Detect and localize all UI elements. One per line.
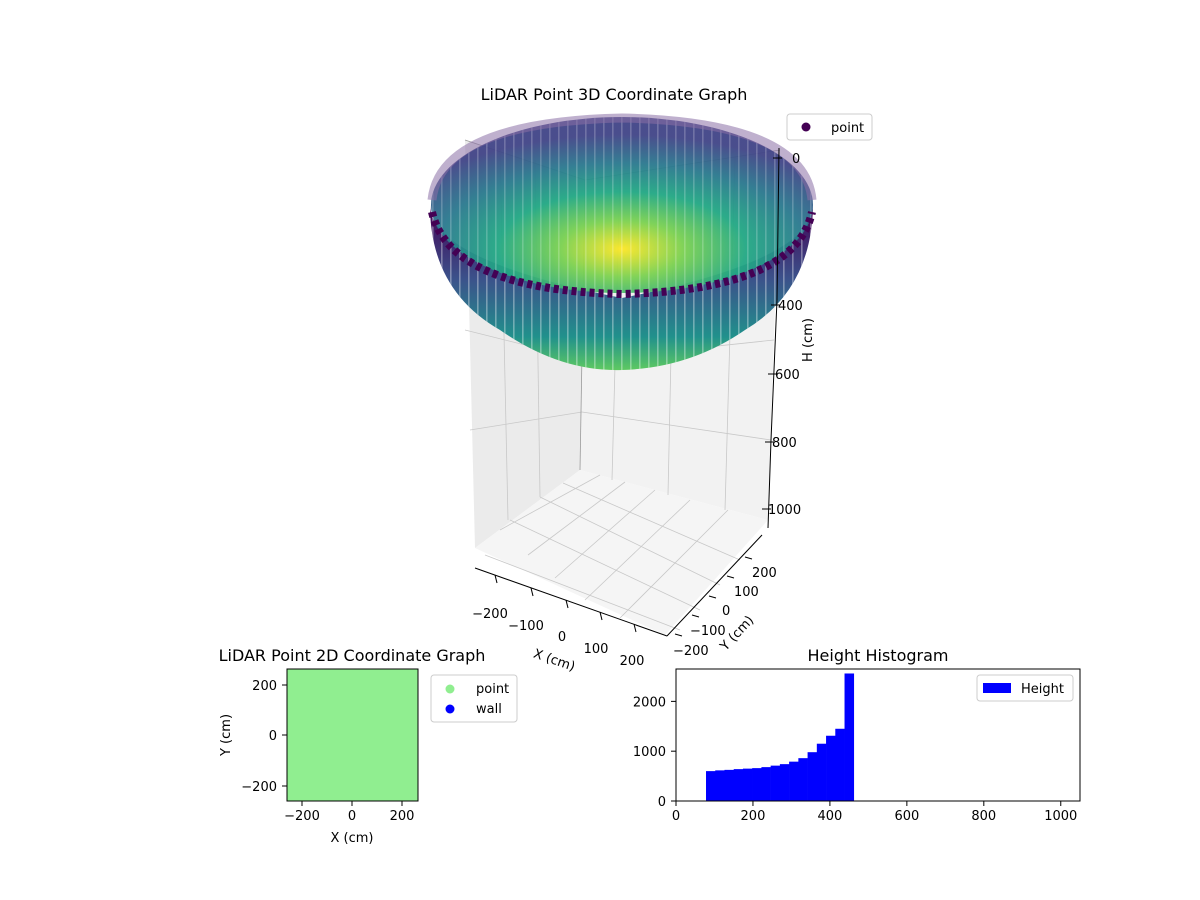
- x-tick: 0: [348, 809, 356, 824]
- chart-3d-title: LiDAR Point 3D Coordinate Graph: [481, 85, 748, 104]
- y-tick: −100: [690, 624, 726, 639]
- histogram-bar: [761, 767, 771, 801]
- histogram-bar: [844, 673, 855, 801]
- z-tick: 400: [778, 299, 803, 314]
- z-axis-label: H (cm): [801, 318, 816, 362]
- histogram-bar: [706, 771, 716, 801]
- histogram-bar: [835, 728, 845, 801]
- histogram-bars: [706, 673, 855, 801]
- x-tick: 0: [558, 630, 566, 645]
- legend-label: point: [476, 682, 509, 697]
- histogram-bar: [789, 761, 799, 801]
- y-axis-label: Y (cm): [219, 714, 234, 757]
- histogram-bar: [798, 758, 808, 801]
- legend-label: wall: [476, 702, 502, 717]
- x-tick: −100: [508, 619, 544, 634]
- legend-histogram: Height: [976, 674, 1074, 702]
- x-tick: 800: [971, 809, 996, 824]
- histogram-x-ticks: 0 200 400 600 800 1000: [672, 801, 1077, 824]
- x-tick: 1000: [1044, 809, 1077, 824]
- histogram-bar: [752, 768, 762, 801]
- legend-marker-wall: [445, 704, 455, 714]
- y-tick: 100: [734, 585, 759, 600]
- x-tick: 200: [620, 654, 645, 669]
- chart-2d-title: LiDAR Point 2D Coordinate Graph: [219, 646, 486, 665]
- legend-2d: point wall: [430, 674, 518, 723]
- x-tick: 200: [741, 809, 766, 824]
- y-tick: 0: [269, 729, 277, 744]
- z-axis: 0 400 600 800 1000 H (cm): [762, 147, 816, 529]
- legend-marker-point: [445, 684, 455, 694]
- z-tick: 800: [772, 436, 797, 451]
- point-area: [287, 669, 418, 801]
- chart-histogram: Height Histogram 0 200 400 600 800 1000 0 1000…: [633, 646, 1081, 824]
- histogram-bar: [779, 764, 790, 801]
- legend-label: Height: [1021, 682, 1064, 697]
- z-tick: 1000: [768, 503, 801, 518]
- y-tick: 200: [752, 566, 777, 581]
- x-tick: 400: [817, 809, 842, 824]
- histogram-bar: [816, 743, 827, 801]
- legend-label: point: [831, 121, 864, 136]
- legend-3d: point: [786, 113, 873, 141]
- histogram-title: Height Histogram: [808, 646, 949, 665]
- x-tick: −200: [472, 607, 508, 622]
- histogram-bar: [715, 770, 725, 801]
- y-tick: −200: [673, 644, 709, 659]
- legend-marker: [801, 122, 811, 132]
- histogram-bar: [826, 735, 836, 801]
- y-tick: −200: [241, 780, 277, 795]
- y-tick: 0: [722, 604, 730, 619]
- y-tick: 0: [658, 795, 666, 810]
- histogram-bar: [724, 769, 735, 801]
- chart-3d: LiDAR Point 3D Coordinate Graph: [427, 85, 873, 675]
- x-axis-label: X (cm): [531, 647, 577, 675]
- x-tick: 200: [390, 809, 415, 824]
- legend-swatch: [983, 683, 1011, 693]
- x-tick: −200: [284, 809, 320, 824]
- histogram-bar: [807, 752, 818, 801]
- x-tick: 0: [672, 809, 680, 824]
- chart-2d: LiDAR Point 2D Coordinate Graph −200 0 2…: [219, 646, 518, 846]
- axes-frame-histogram: [675, 668, 1081, 802]
- y-tick: 200: [252, 679, 277, 694]
- z-tick: 600: [775, 368, 800, 383]
- histogram-bar: [733, 769, 744, 801]
- pane-floor: [475, 470, 768, 635]
- x-tick: 600: [894, 809, 919, 824]
- x-tick: 100: [584, 642, 609, 657]
- histogram-bar: [770, 765, 781, 801]
- y-tick: 2000: [633, 695, 666, 710]
- histogram-bar: [742, 768, 753, 801]
- z-tick: 0: [792, 152, 800, 167]
- point-cloud-bowl: [427, 113, 817, 371]
- y-tick: 1000: [633, 745, 666, 760]
- x-axis-label: X (cm): [331, 831, 374, 846]
- histogram-y-ticks: 0 1000 2000: [633, 695, 676, 810]
